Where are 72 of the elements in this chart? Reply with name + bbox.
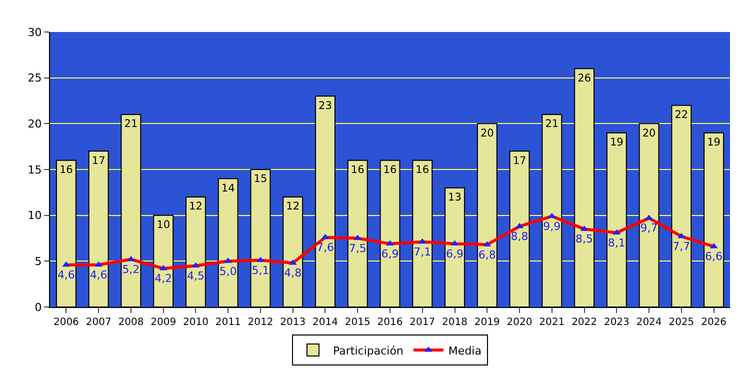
data-label: 20 [642, 127, 656, 140]
data-label: 22 [674, 108, 688, 121]
data-label: 4,5 [186, 269, 204, 282]
data-label: 26 [578, 72, 592, 84]
x-tick-label: 2010 [182, 317, 208, 328]
data-label: 8,8 [510, 230, 528, 243]
y-tick-label: 5 [34, 255, 42, 268]
x-tick-label: 2026 [701, 317, 727, 328]
y-tick-label: 25 [28, 72, 42, 85]
data-label: 6,9 [381, 247, 399, 260]
data-label: 5,0 [219, 264, 237, 278]
y-tick-label: 20 [28, 118, 42, 131]
data-label: 4,6 [57, 268, 75, 282]
data-label: 7,1 [414, 246, 432, 259]
data-label: 21 [545, 118, 559, 130]
x-tick-label: 2021 [539, 317, 565, 328]
y-tick-label: 30 [28, 26, 42, 39]
data-label: 9,9 [543, 220, 561, 233]
y-tick-label: 10 [28, 209, 42, 222]
data-label: 6,6 [705, 250, 723, 264]
x-tick-label: 2009 [150, 317, 176, 328]
legend-label: Participación [333, 344, 404, 358]
data-label: 8,1 [608, 236, 626, 250]
x-tick-label: 2017 [410, 317, 436, 328]
data-label: 16 [383, 164, 397, 176]
x-tick-label: 2012 [248, 317, 274, 328]
data-label: 21 [124, 118, 138, 130]
x-tick-label: 2007 [86, 317, 112, 328]
data-label: 20 [480, 127, 494, 140]
legend-label: Media [448, 344, 482, 358]
x-tick-label: 2014 [312, 317, 338, 328]
data-label: 16 [350, 164, 365, 176]
x-tick-label: 2018 [442, 317, 468, 328]
data-label: 5,1 [252, 264, 270, 277]
data-label: 6,9 [446, 247, 464, 260]
x-tick-label: 2020 [506, 317, 532, 328]
data-label: 15 [254, 173, 268, 186]
data-label: 17 [92, 154, 106, 167]
x-tick-label: 2023 [604, 317, 630, 328]
x-tick-label: 2025 [668, 317, 694, 328]
x-tick-label: 2016 [377, 317, 403, 328]
data-label: 7,5 [348, 242, 366, 255]
x-tick-label: 2024 [636, 317, 662, 328]
x-tick-label: 2008 [118, 317, 144, 328]
data-label: 17 [512, 154, 526, 167]
data-label: 5,2 [122, 262, 140, 276]
data-label: 16 [59, 164, 74, 176]
data-label: 4,2 [154, 272, 172, 286]
data-label: 9,7 [640, 222, 658, 235]
data-label: 23 [318, 100, 332, 112]
data-label: 13 [448, 191, 462, 204]
data-label: 8,5 [576, 232, 594, 246]
data-label: 12 [189, 200, 202, 213]
data-label: 19 [610, 136, 624, 148]
data-label: 14 [221, 182, 236, 194]
y-tick-label: 15 [28, 163, 42, 176]
data-label: 7,6 [316, 240, 334, 254]
x-tick-label: 2019 [474, 317, 500, 328]
x-tick-label: 2006 [53, 317, 79, 328]
data-label: 4,8 [284, 266, 302, 280]
y-tick-label: 0 [34, 300, 42, 314]
x-tick-label: 2015 [344, 317, 370, 328]
data-label: 19 [707, 136, 721, 148]
data-label: 10 [156, 218, 170, 231]
data-label: 4,6 [90, 268, 108, 282]
data-label: 7,7 [672, 240, 690, 254]
data-label: 16 [416, 164, 430, 176]
x-tick-label: 2013 [280, 317, 306, 328]
data-label: 12 [286, 200, 300, 213]
data-label: 6,8 [478, 248, 496, 262]
x-tick-label: 2011 [215, 317, 241, 328]
x-tick-label: 2022 [572, 317, 598, 328]
